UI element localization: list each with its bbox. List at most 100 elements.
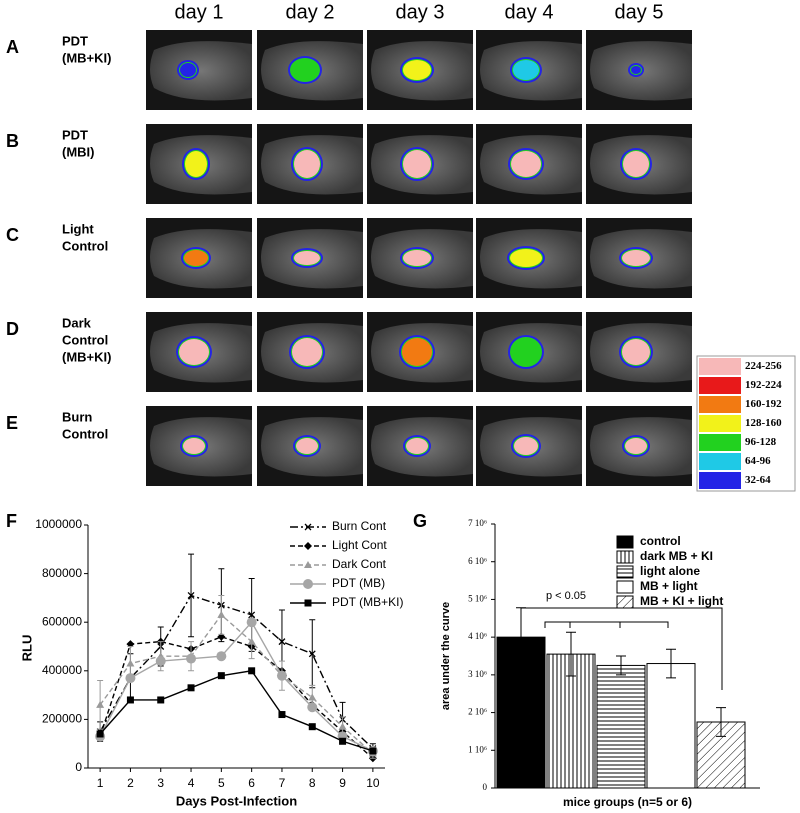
- signal-core: [403, 150, 431, 178]
- color-scale-label: 64-96: [745, 455, 771, 467]
- color-scale-label: 96-128: [745, 436, 777, 448]
- x-axis-label: mice groups (n=5 or 6): [563, 795, 692, 809]
- bar: [646, 663, 696, 789]
- bar: [596, 664, 646, 789]
- signal-core: [622, 339, 650, 365]
- panel-label: F: [6, 511, 17, 531]
- series-line: [99, 613, 374, 754]
- legend-swatch: [616, 595, 634, 609]
- legend-swatch: [616, 535, 634, 549]
- marker: [216, 651, 227, 662]
- signal-core: [514, 437, 538, 455]
- marker: [307, 702, 318, 713]
- row-label: Light: [62, 221, 94, 236]
- signal-core: [180, 63, 196, 77]
- series-line: [99, 621, 374, 752]
- marker: [187, 592, 195, 599]
- error-bar: [716, 707, 726, 737]
- marker: [157, 696, 165, 704]
- legend-swatch: [616, 580, 634, 594]
- y-tick-label: 3 10⁶: [468, 669, 487, 679]
- marker: [278, 711, 286, 719]
- signal-core: [510, 249, 542, 267]
- y-tick-label: 0: [483, 782, 488, 792]
- error-bar: [616, 655, 626, 676]
- legend-label: Light Cont: [332, 538, 387, 552]
- marker: [278, 638, 286, 646]
- signal-core: [402, 338, 432, 366]
- marker: [125, 673, 136, 684]
- signal-core: [631, 66, 641, 74]
- column-header: day 2: [286, 1, 335, 23]
- marker: [187, 684, 195, 692]
- marker: [276, 670, 287, 681]
- marker: [304, 542, 312, 550]
- legend-label: PDT (MB+KI): [332, 595, 403, 609]
- signal-core: [511, 338, 541, 366]
- row-label: (MBI): [62, 144, 95, 159]
- row-label: Burn: [62, 409, 92, 424]
- error-bar: [566, 631, 576, 677]
- marker: [303, 579, 313, 589]
- x-tick-label: 1: [97, 776, 104, 790]
- color-scale-label: 192-224: [745, 379, 782, 391]
- x-tick-label: 5: [218, 776, 225, 790]
- color-swatch: [699, 377, 741, 394]
- y-tick-label: 400000: [42, 663, 82, 677]
- column-header: day 5: [615, 1, 664, 23]
- marker: [304, 561, 312, 568]
- marker: [126, 696, 134, 704]
- marker: [308, 693, 317, 701]
- x-tick-label: 2: [127, 776, 134, 790]
- legend-swatch: [616, 565, 634, 579]
- marker: [247, 637, 256, 645]
- x-tick-label: 3: [157, 776, 164, 790]
- legend-label: MB + KI + light: [640, 594, 723, 608]
- error-bar: [666, 648, 676, 679]
- x-tick-label: 8: [309, 776, 316, 790]
- y-axis-label: RLU: [19, 635, 34, 662]
- marker: [308, 723, 316, 731]
- row-label: PDT: [62, 33, 88, 48]
- y-tick-label: 600000: [42, 614, 82, 628]
- signal-core: [511, 151, 541, 177]
- x-tick-label: 10: [366, 776, 380, 790]
- legend-label: Dark Cont: [332, 557, 387, 571]
- y-tick-label: 1 10⁶: [468, 744, 487, 754]
- row-label: PDT: [62, 127, 88, 142]
- color-swatch: [699, 415, 741, 432]
- row-label: (MB+KI): [62, 50, 111, 65]
- signal-core: [406, 438, 428, 454]
- series-line: [99, 636, 374, 759]
- signal-core: [294, 150, 320, 178]
- y-tick-label: 4 10⁶: [468, 631, 487, 641]
- row-label: Control: [62, 426, 108, 441]
- annotation: p < 0.05: [546, 590, 586, 602]
- marker: [304, 599, 312, 607]
- signal-core: [296, 438, 318, 454]
- marker: [96, 700, 105, 708]
- color-scale-label: 224-256: [745, 360, 782, 372]
- legend-label: Burn Cont: [332, 519, 387, 533]
- row-label: (MB+KI): [62, 349, 111, 364]
- y-tick-label: 6 10⁶: [468, 556, 487, 566]
- row-label: Dark: [62, 315, 92, 330]
- row-label: Control: [62, 332, 108, 347]
- signal-core: [625, 438, 647, 454]
- marker: [304, 523, 312, 531]
- row-letter: E: [6, 413, 18, 433]
- column-header: day 4: [505, 1, 554, 23]
- x-axis-label: Days Post-Infection: [176, 793, 297, 808]
- legend-label: MB + light: [640, 579, 698, 593]
- marker: [217, 610, 226, 618]
- legend-label: light alone: [640, 564, 700, 578]
- color-scale-label: 128-160: [745, 417, 782, 429]
- panel-label: G: [413, 511, 427, 531]
- x-tick-label: 4: [188, 776, 195, 790]
- y-axis-label: area under the curve: [440, 602, 452, 710]
- y-tick-label: 800000: [42, 566, 82, 580]
- signal-core: [513, 60, 539, 80]
- x-tick-label: 6: [248, 776, 255, 790]
- legend-swatch: [616, 550, 634, 564]
